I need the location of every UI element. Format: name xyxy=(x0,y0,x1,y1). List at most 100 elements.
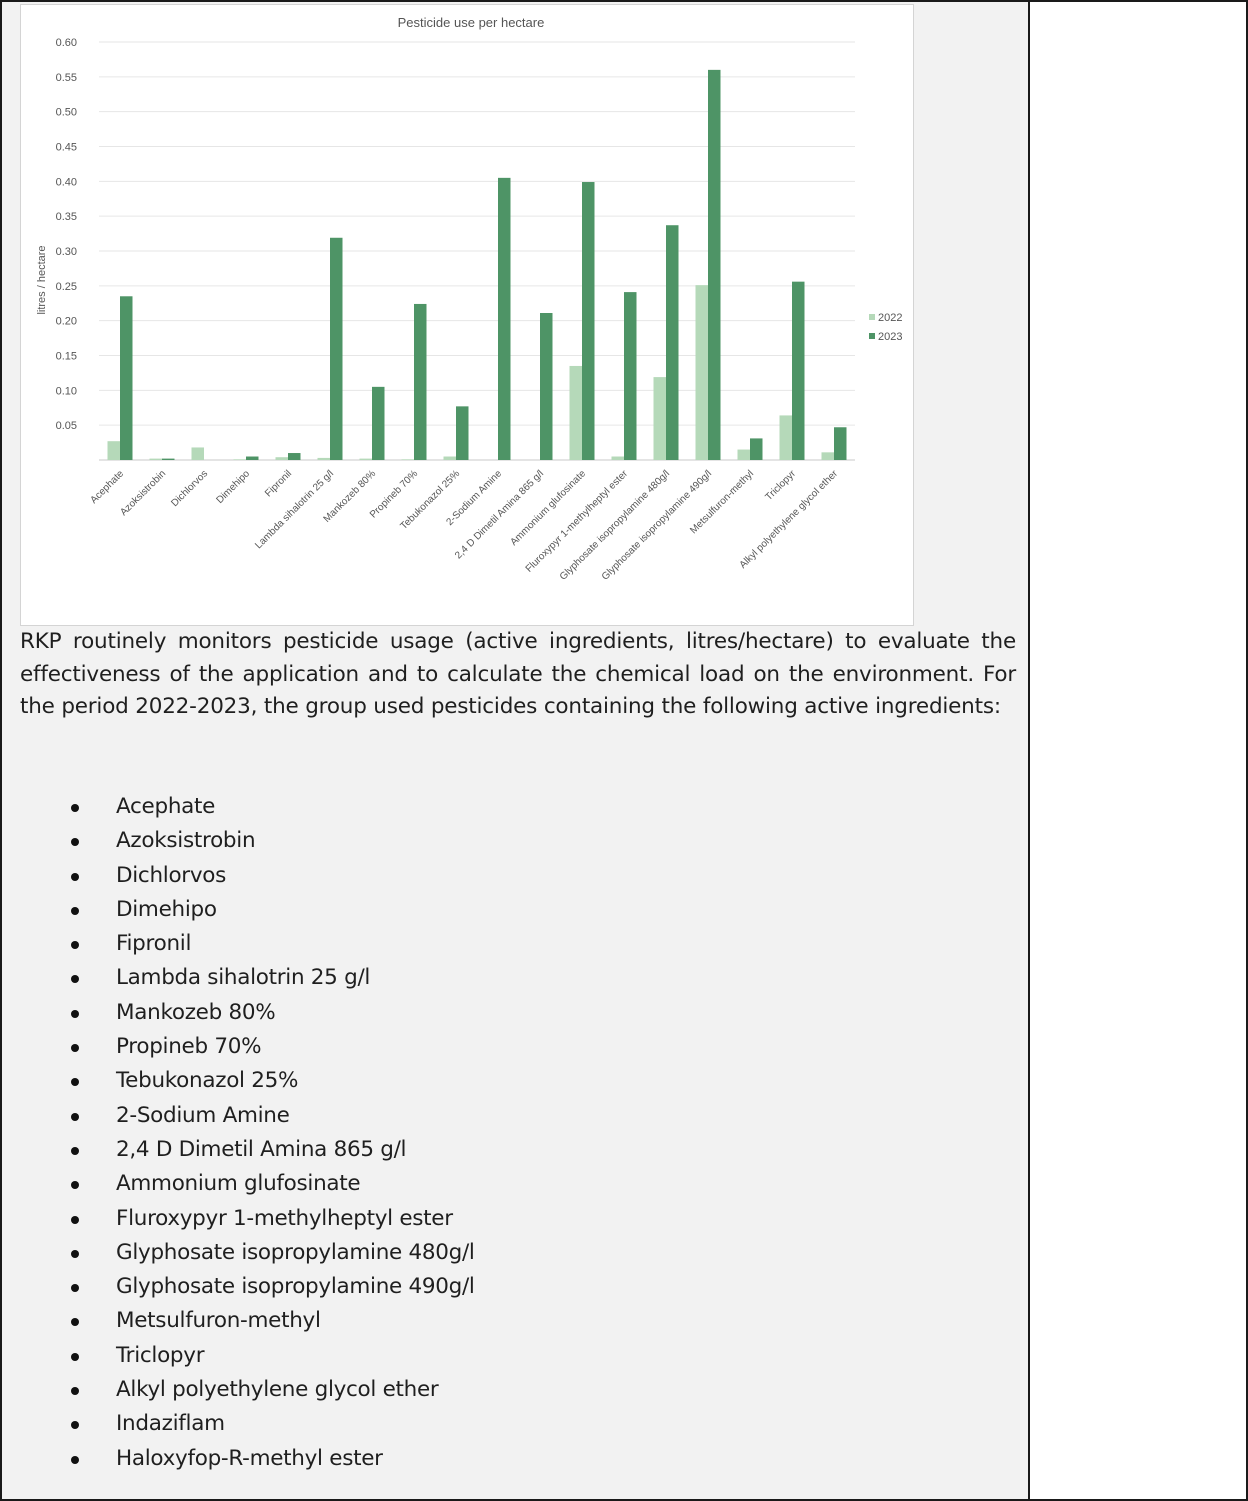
table-border-left xyxy=(0,0,2,1501)
y-tick-label: 0.25 xyxy=(56,281,77,293)
list-item: 2,4 D Dimetil Amina 865 g/l xyxy=(0,1133,475,1167)
list-item: Lambda sihalotrin 25 g/l xyxy=(0,961,475,995)
list-item: Haloxyfop-R-methyl ester xyxy=(0,1442,475,1476)
bullet-icon xyxy=(71,1249,79,1258)
bar-2023 xyxy=(246,456,259,460)
chart-gridlines xyxy=(99,41,855,461)
x-tick-label: Fipronil xyxy=(263,468,294,499)
x-tick-label: 2,4 D Dimetil Amina 865 g/l xyxy=(453,468,546,561)
bar-2022 xyxy=(359,458,372,460)
bar-2022 xyxy=(191,447,204,460)
bar-2022 xyxy=(695,285,708,460)
list-item: Fipronil xyxy=(0,927,475,961)
list-item: Tebukonazol 25% xyxy=(0,1064,475,1098)
list-item: Propineb 70% xyxy=(0,1030,475,1064)
bar-2022 xyxy=(653,377,666,460)
list-item: Glyphosate isopropylamine 480g/l xyxy=(0,1236,475,1270)
y-tick-label: 0.30 xyxy=(56,246,77,258)
list-item-label: Fipronil xyxy=(116,931,192,957)
bar-2022 xyxy=(317,457,330,460)
bullet-icon xyxy=(71,906,79,915)
list-item-label: Dimehipo xyxy=(116,896,217,922)
bar-2023 xyxy=(372,386,385,460)
chart-y-axis-label: litres / hectare xyxy=(36,245,48,314)
bar-2022 xyxy=(107,441,120,460)
bar-2022 xyxy=(149,458,162,460)
bullet-icon xyxy=(71,1044,79,1053)
bullet-icon xyxy=(71,1181,79,1190)
list-item: 2-Sodium Amine xyxy=(0,1099,475,1133)
chart-legend: 2022 2023 xyxy=(869,312,902,343)
list-item: Metsulfuron-methyl xyxy=(0,1304,475,1338)
list-item-label: Haloxyfop-R-methyl ester xyxy=(116,1445,383,1471)
x-tick-label: Dichlorvos xyxy=(169,468,210,509)
bar-2022 xyxy=(443,456,456,460)
bullet-icon xyxy=(71,1318,79,1327)
bar-2023 xyxy=(708,69,721,460)
bar-2022 xyxy=(401,459,414,460)
bullet-icon xyxy=(71,1078,79,1087)
bar-2022 xyxy=(779,415,792,460)
bar-2023 xyxy=(666,225,679,460)
bullet-icon xyxy=(71,1146,79,1155)
list-item-label: Fluroxypyr 1-methylheptyl ester xyxy=(116,1205,453,1231)
list-item: Dichlorvos xyxy=(0,859,475,893)
y-tick-label: 0.45 xyxy=(56,142,77,154)
bullet-icon xyxy=(71,804,79,812)
list-item-label: Alkyl polyethylene glycol ether xyxy=(116,1377,439,1403)
list-item-label: Dichlorvos xyxy=(116,862,227,888)
y-tick-label: 0.20 xyxy=(56,316,77,328)
bullet-icon xyxy=(71,872,79,881)
y-tick-label: 0.10 xyxy=(56,385,77,397)
bullet-icon xyxy=(71,1112,79,1121)
y-tick-label: 0.35 xyxy=(56,211,77,223)
bar-chart: 0.05 0.10 0.15 0.20 0.25 0.30 0.35 0.40 0.45 0.50… xyxy=(36,15,902,583)
ingredient-list: Acephate Azoksistrobin Dichlorvos Dimehipo F… xyxy=(0,790,475,1476)
list-item: Alkyl polyethylene glycol ether xyxy=(0,1373,475,1407)
table-border-top xyxy=(0,0,1248,2)
legend-label: 2023 xyxy=(878,331,902,343)
list-item-label: Propineb 70% xyxy=(116,1034,262,1060)
bar-2022 xyxy=(737,449,750,460)
bar-2022 xyxy=(821,452,834,460)
bullet-icon xyxy=(71,1455,79,1464)
table-border-right xyxy=(1246,0,1248,1501)
bullet-icon xyxy=(71,941,79,950)
y-tick-label: 0.55 xyxy=(56,72,77,84)
x-tick-label: Ammonium glufosinate xyxy=(508,468,588,548)
chart-bars xyxy=(107,69,847,460)
list-item-label: Metsulfuron-methyl xyxy=(116,1308,321,1334)
list-item: Mankozeb 80% xyxy=(0,996,475,1030)
list-item: Acephate xyxy=(0,790,475,824)
y-tick-label: 0.50 xyxy=(56,107,77,119)
chart-y-ticks: 0.05 0.10 0.15 0.20 0.25 0.30 0.35 0.40 0.45 0.50… xyxy=(56,37,77,432)
bar-2023 xyxy=(792,281,805,460)
y-tick-label: 0.40 xyxy=(56,176,77,188)
bar-2023 xyxy=(162,458,175,460)
bar-2022 xyxy=(569,365,582,460)
bullet-icon xyxy=(71,838,79,847)
list-item-label: Tebukonazol 25% xyxy=(116,1068,299,1094)
bullet-icon xyxy=(71,975,79,984)
legend-swatch-2023 xyxy=(869,333,875,339)
x-tick-label: Dimehipo xyxy=(214,468,252,506)
bar-2023 xyxy=(624,292,637,460)
list-item-label: Ammonium glufosinate xyxy=(116,1171,361,1197)
bar-2022 xyxy=(233,459,246,460)
list-item: Azoksistrobin xyxy=(0,824,475,858)
bullet-icon xyxy=(71,1387,79,1396)
legend-swatch-2022 xyxy=(869,314,875,320)
bar-2023 xyxy=(540,313,553,460)
list-item: Dimehipo xyxy=(0,893,475,927)
table-border-bottom xyxy=(0,1499,1248,1501)
list-item: Indaziflam xyxy=(0,1407,475,1441)
x-tick-label: Triclopyr xyxy=(763,468,798,503)
list-item-label: Triclopyr xyxy=(116,1342,205,1368)
intro-paragraph: RKP routinely monitors pesticide usage (… xyxy=(20,629,1016,719)
y-tick-label: 0.60 xyxy=(56,37,77,49)
list-item-label: 2,4 D Dimetil Amina 865 g/l xyxy=(116,1136,407,1162)
list-item: Fluroxypyr 1-methylheptyl ester xyxy=(0,1202,475,1236)
list-item-label: Lambda sihalotrin 25 g/l xyxy=(116,965,371,991)
list-item-label: 2-Sodium Amine xyxy=(116,1102,290,1128)
